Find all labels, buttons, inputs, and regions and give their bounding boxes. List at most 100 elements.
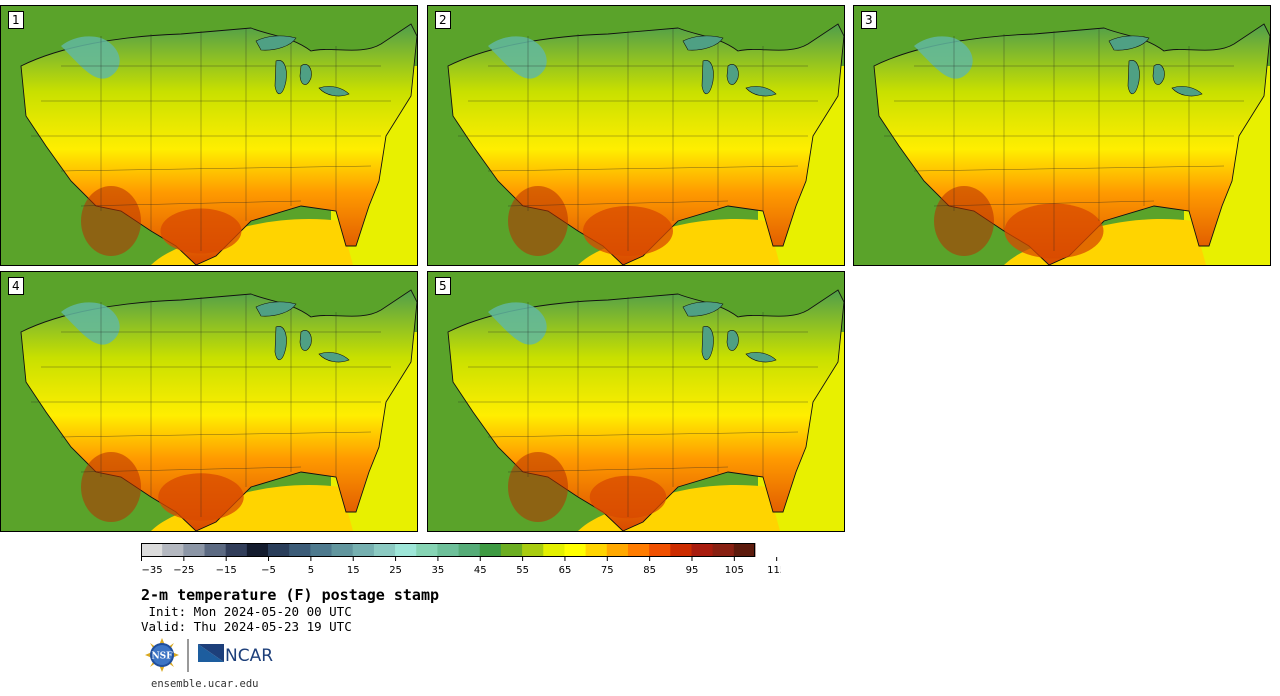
colorbar-tick-label: −15: [216, 565, 237, 576]
southwest-hot-core: [81, 452, 141, 522]
colorbar-tick-label: 25: [389, 565, 402, 576]
great-lake: [255, 301, 297, 317]
colorbar-bin: [479, 543, 502, 557]
southwest-hot-core: [81, 186, 141, 256]
colorbar-bin: [310, 543, 332, 557]
rockies-cool-field: [914, 36, 973, 79]
state-boundary: [80, 200, 302, 207]
colorbar-tick-label: 95: [686, 565, 699, 576]
rockies-cool-field: [61, 302, 120, 345]
state-boundary: [507, 466, 729, 473]
svg-text:NSF: NSF: [151, 652, 173, 662]
great-lake: [1127, 60, 1140, 94]
product-title: 2-m temperature (F) postage stamp: [141, 586, 440, 604]
colorbar-tick-label: 15: [347, 565, 360, 576]
great-lake: [1171, 86, 1203, 97]
colorbar-bin: [416, 543, 438, 557]
logo-strip: NSF NCAR: [145, 638, 275, 674]
great-lake: [274, 326, 287, 360]
colorbar-tick-label: 45: [474, 565, 487, 576]
great-lake: [745, 352, 777, 363]
southwest-hot-core: [508, 452, 568, 522]
rockies-cool-field: [61, 36, 120, 79]
state-boundary: [487, 165, 799, 172]
colorbar-tick-label: 35: [432, 565, 445, 576]
great-lake: [1152, 64, 1165, 85]
svg-text:NCAR: NCAR: [225, 646, 273, 666]
valid-time: Valid: Thu 2024-05-23 19 UTC: [141, 619, 352, 634]
great-lake: [318, 86, 350, 97]
nsf-logo: NSF: [145, 638, 179, 672]
great-lake: [299, 64, 312, 85]
member-4-map[interactable]: 4: [0, 271, 418, 532]
colorbar-bin: [543, 543, 565, 557]
great-lake: [255, 35, 297, 51]
member-number-label: 1: [8, 11, 24, 29]
temperature-colorbar: −35 −25 −15 −5 5 15 25 35 45 55 65 75 85 95 105 115: [141, 543, 781, 576]
great-lake: [318, 352, 350, 363]
member-2-map[interactable]: 2: [427, 5, 845, 266]
colorbar-tick-label: −35: [142, 565, 163, 576]
colorbar-bin: [585, 543, 608, 557]
colorbar-bin: [606, 543, 629, 557]
great-lake: [701, 326, 714, 360]
colorbar-bin: [500, 543, 523, 557]
great-lake: [701, 60, 714, 94]
rockies-cool-field: [488, 36, 547, 79]
colorbar-bin: [733, 543, 756, 557]
colorbar-bin: [458, 543, 481, 557]
great-lake: [1108, 35, 1150, 51]
colorbar-bin: [670, 543, 692, 557]
footer-url[interactable]: ensemble.ucar.edu: [151, 678, 259, 690]
member-number-label: 3: [861, 11, 877, 29]
colorbar-tick-label: 55: [516, 565, 529, 576]
great-lake: [726, 330, 739, 351]
colorbar-bin: [246, 543, 269, 557]
great-lake: [682, 35, 724, 51]
southwest-hot-core: [934, 186, 994, 256]
member-number-label: 5: [435, 277, 451, 295]
state-boundary: [80, 466, 302, 473]
southwest-hot-core: [508, 186, 568, 256]
great-lake: [682, 301, 724, 317]
colorbar-bin: [352, 543, 375, 557]
colorbar-bin: [331, 543, 354, 557]
colorbar-tick-label: 105: [725, 565, 744, 576]
colorbar-bin: [141, 543, 163, 557]
colorbar-tick-label: 75: [601, 565, 614, 576]
colorbar-bin: [204, 543, 227, 557]
state-boundary: [933, 200, 1155, 207]
colorbar-frame: [141, 543, 755, 557]
colorbar-tick-label: 5: [308, 565, 314, 576]
state-boundary: [60, 431, 372, 438]
colorbar-bin: [373, 543, 396, 557]
ncar-logo: NCAR: [198, 644, 273, 666]
colorbar-bin: [627, 543, 650, 557]
rockies-cool-field: [488, 302, 547, 345]
great-lake: [726, 64, 739, 85]
member-number-label: 2: [435, 11, 451, 29]
colorbar-bin: [564, 543, 587, 557]
colorbar-bin: [712, 543, 735, 557]
colorbar-tick-label: 85: [643, 565, 656, 576]
state-boundary: [487, 431, 799, 438]
member-5-map[interactable]: 5: [427, 271, 845, 532]
great-lake: [299, 330, 312, 351]
member-number-label: 4: [8, 277, 24, 295]
member-3-map[interactable]: 3: [853, 5, 1271, 266]
state-boundary: [507, 200, 729, 207]
colorbar-bin: [437, 543, 459, 557]
great-lake: [745, 86, 777, 97]
colorbar-bin: [162, 543, 184, 557]
init-time: Init: Mon 2024-05-20 00 UTC: [141, 604, 352, 619]
colorbar-bin: [395, 543, 417, 557]
colorbar-bin: [183, 543, 205, 557]
state-boundary: [913, 165, 1225, 172]
colorbar-bin: [268, 543, 290, 557]
member-1-map[interactable]: 1: [0, 5, 418, 266]
colorbar-tick-label: 115: [767, 565, 781, 576]
great-lake: [274, 60, 287, 94]
colorbar-bin: [522, 543, 544, 557]
colorbar-bin: [225, 543, 248, 557]
colorbar-bin: [649, 543, 671, 557]
